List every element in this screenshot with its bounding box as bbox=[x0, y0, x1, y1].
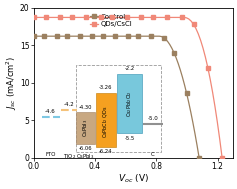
X-axis label: $V_{oc}$ (V): $V_{oc}$ (V) bbox=[118, 172, 149, 185]
Legend: Control, QDs/CsCl: Control, QDs/CsCl bbox=[87, 11, 135, 30]
Y-axis label: $J_{sc}$ (mA/cm$^2$): $J_{sc}$ (mA/cm$^2$) bbox=[4, 56, 18, 110]
